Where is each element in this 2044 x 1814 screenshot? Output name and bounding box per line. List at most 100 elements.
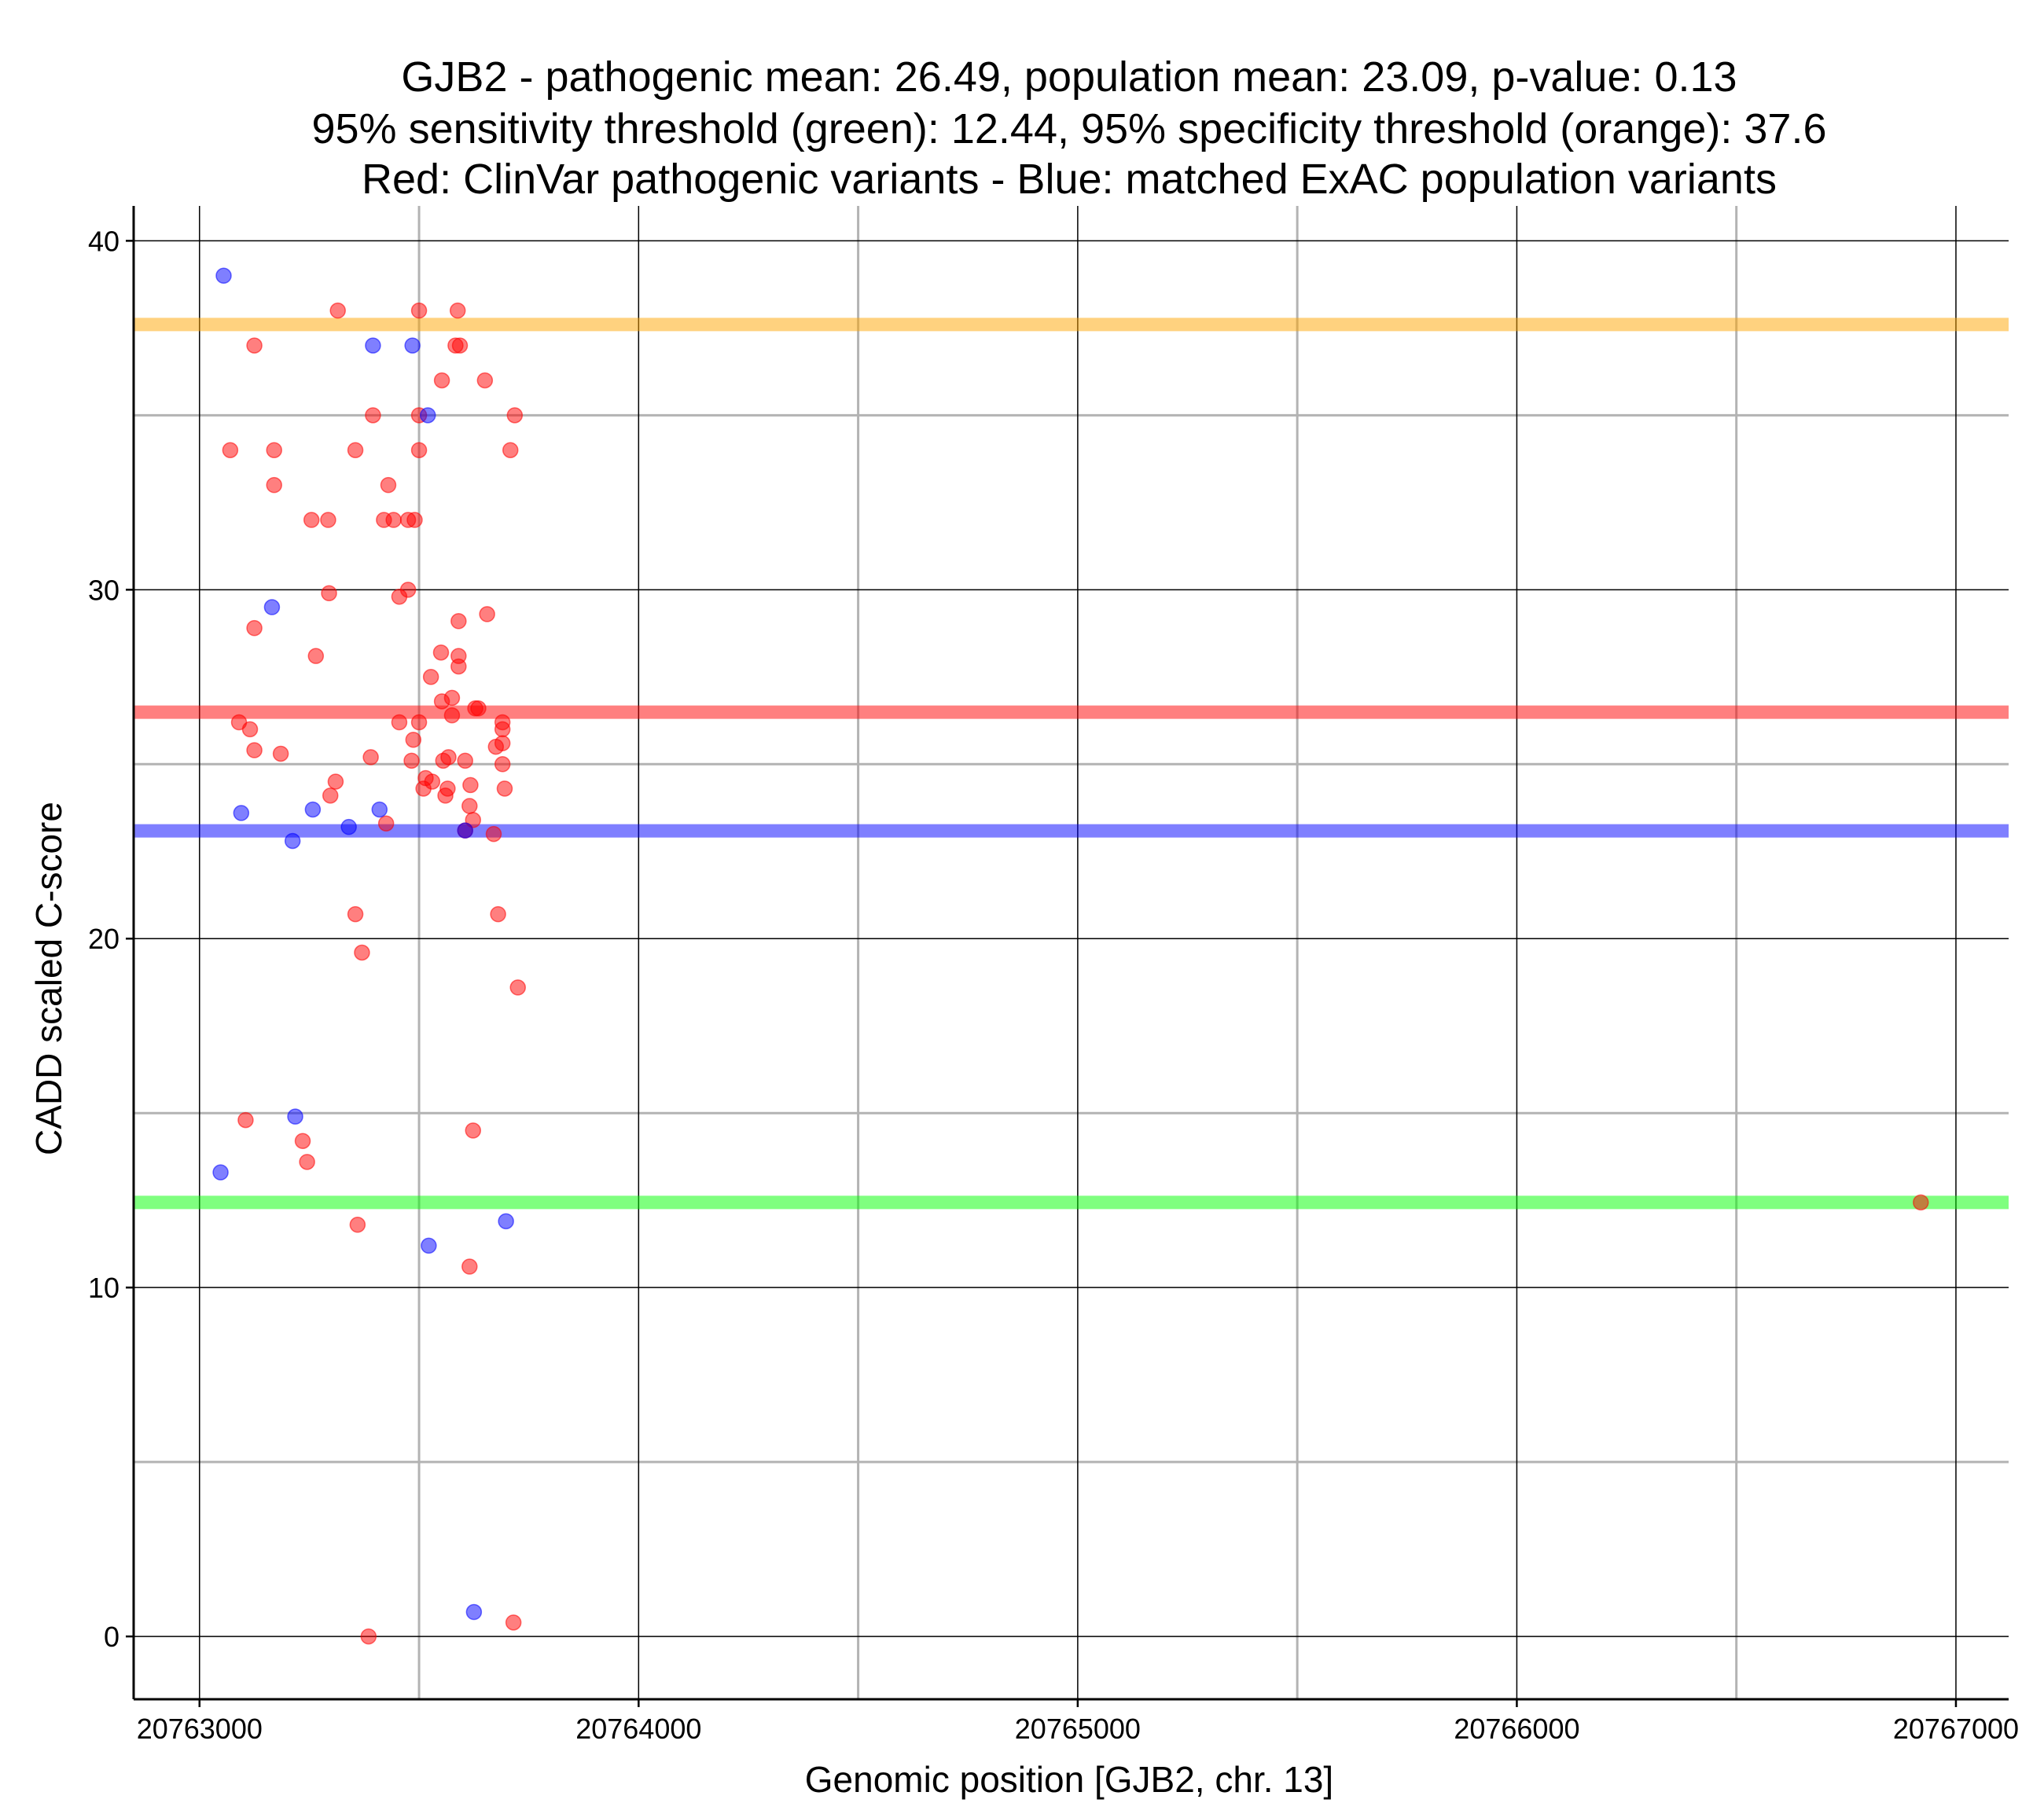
pathogenic-point — [377, 815, 395, 832]
pathogenic-point — [485, 825, 502, 843]
pathogenic-point — [494, 756, 511, 773]
pathogenic-point — [502, 442, 519, 458]
population-point — [233, 805, 250, 821]
population-point — [404, 337, 421, 354]
population-point — [419, 407, 436, 424]
pathogenic-point — [391, 714, 408, 731]
pathogenic-point — [410, 442, 428, 458]
pathogenic-point — [322, 787, 339, 804]
population-point — [421, 1237, 437, 1254]
population-point — [365, 337, 381, 354]
pathogenic-point — [461, 798, 478, 814]
pathogenic-point — [506, 407, 524, 424]
x-tick-label: 20765000 — [1015, 1713, 1141, 1745]
pathogenic-point — [1913, 1194, 1929, 1211]
pathogenic-point — [410, 714, 428, 731]
pathogenic-point — [433, 372, 450, 389]
pathogenic-point — [403, 752, 420, 769]
pathogenic-point — [422, 669, 439, 685]
chart-title: GJB2 - pathogenic mean: 26.49, populatio… — [311, 53, 1826, 203]
pathogenic-point — [470, 700, 487, 717]
x-tick-label: 20767000 — [1893, 1713, 2019, 1745]
pathogenic-point — [443, 707, 461, 724]
pathogenic-point — [465, 1122, 482, 1139]
pathogenic-point — [479, 606, 495, 622]
y-axis-label: CADD scaled C-score — [28, 802, 69, 1155]
x-tick-label: 20764000 — [575, 1713, 701, 1745]
pathogenic-point — [349, 1217, 366, 1233]
title-line-2: 95% sensitivity threshold (green): 12.44… — [311, 105, 1826, 152]
pathogenic-point — [433, 693, 450, 710]
pathogenic-point — [303, 512, 320, 528]
pathogenic-point — [405, 731, 422, 748]
pathogenic-point — [450, 613, 467, 630]
axes — [126, 206, 2009, 1707]
title-line-1: GJB2 - pathogenic mean: 26.49, populatio… — [401, 53, 1737, 101]
population-point — [498, 1213, 514, 1230]
pathogenic-point — [246, 742, 263, 758]
pathogenic-point — [496, 780, 513, 797]
population-point — [263, 599, 281, 615]
pathogenic-point — [329, 302, 346, 319]
pathogenic-point — [451, 337, 469, 354]
y-tick-label: 40 — [88, 225, 119, 257]
pathogenic-point — [406, 512, 423, 528]
pathogenic-point — [307, 648, 325, 664]
pathogenic-point — [509, 979, 526, 996]
gridlines — [134, 206, 2009, 1699]
x-tick-label: 20763000 — [137, 1713, 263, 1745]
y-tick-label: 10 — [88, 1272, 119, 1304]
pathogenic-point — [320, 512, 336, 528]
pathogenic-point — [410, 302, 428, 319]
population-point — [465, 1603, 483, 1621]
pathogenic-point — [391, 588, 408, 605]
pathogenic-point — [360, 1628, 377, 1645]
pathogenic-point — [380, 476, 397, 494]
population-point — [212, 1164, 229, 1181]
pathogenic-point — [462, 777, 479, 794]
pathogenic-point — [437, 787, 454, 804]
pathogenic-point — [347, 442, 364, 458]
pathogenic-point — [299, 1154, 315, 1170]
pathogenic-point — [385, 512, 402, 528]
pathogenic-point — [450, 658, 467, 675]
data-points — [212, 267, 1929, 1645]
population-point — [340, 818, 357, 835]
pathogenic-point — [321, 585, 337, 602]
x-tick-label: 20766000 — [1454, 1713, 1579, 1745]
pathogenic-point — [505, 1614, 522, 1631]
pathogenic-point — [415, 780, 432, 797]
pathogenic-point — [432, 644, 450, 661]
pathogenic-point — [362, 749, 379, 766]
pathogenic-point — [347, 905, 364, 923]
pathogenic-point — [354, 944, 370, 961]
pathogenic-point — [440, 749, 457, 766]
tick-labels: 20763000 20764000 20765000 20766000 20767000… — [88, 225, 2019, 1745]
reference-lines — [134, 318, 2009, 1210]
pathogenic-point — [272, 745, 289, 762]
population-point — [457, 822, 473, 839]
y-tick-label: 20 — [88, 923, 119, 955]
pathogenic-point — [246, 337, 263, 354]
pathogenic-point — [494, 714, 511, 731]
pathogenic-point — [487, 738, 505, 755]
pathogenic-point — [237, 1111, 254, 1129]
population-point — [371, 801, 388, 818]
pathogenic-point — [461, 1258, 478, 1275]
pathogenic-point — [490, 905, 506, 923]
population-point — [215, 267, 232, 285]
population-point — [287, 1108, 303, 1125]
x-axis-label: Genomic position [GJB2, chr. 13] — [805, 1759, 1333, 1800]
pathogenic-point — [246, 619, 263, 637]
y-tick-label: 30 — [88, 574, 119, 606]
pathogenic-point — [266, 442, 282, 458]
population-point — [304, 801, 322, 818]
title-line-3: Red: ClinVar pathogenic variants - Blue:… — [362, 156, 1777, 203]
pathogenic-point — [365, 407, 381, 424]
population-point — [284, 832, 301, 850]
pathogenic-point — [457, 752, 473, 769]
pathogenic-point — [222, 442, 239, 458]
pathogenic-point — [449, 302, 466, 319]
pathogenic-point — [294, 1133, 311, 1149]
